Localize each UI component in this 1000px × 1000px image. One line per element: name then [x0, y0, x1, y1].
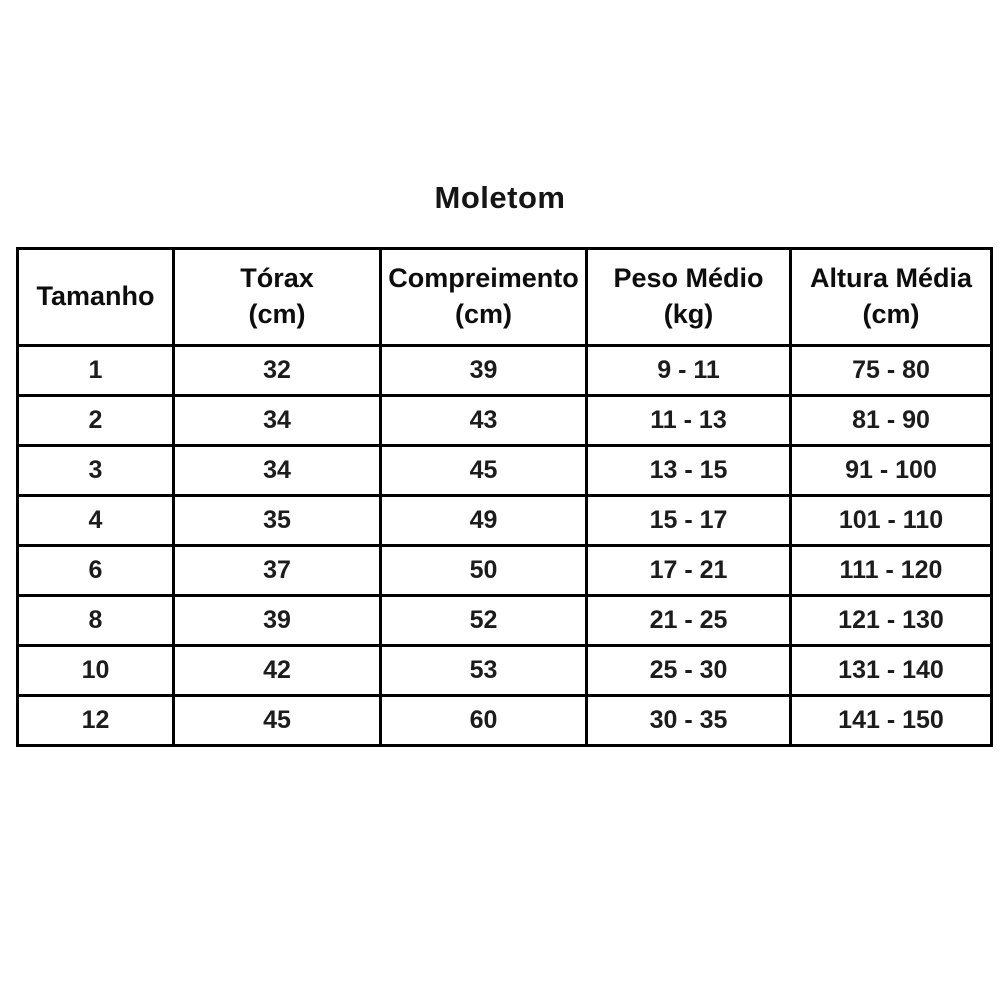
table-cell: 10: [16, 644, 175, 697]
column-header-label: Peso Médio: [613, 263, 764, 294]
table-cell: 4: [16, 494, 175, 547]
column-header-tamanho: Tamanho: [16, 247, 175, 347]
table-cell: 3: [16, 444, 175, 497]
column-header-unit: (cm): [454, 299, 512, 329]
table-cell: 42: [172, 644, 382, 697]
column-header-torax: Tórax (cm): [172, 247, 382, 347]
column-header-unit: (cm): [248, 299, 306, 329]
column-header-unit: (cm): [862, 299, 920, 329]
column-header-altura-media: Altura Média (cm): [789, 247, 993, 347]
table-cell: 35: [172, 494, 382, 547]
table-cell: 12: [16, 694, 175, 747]
table-cell: 45: [379, 444, 588, 497]
table-cell: 21 - 25: [585, 594, 792, 647]
column-header-peso-medio: Peso Médio (kg): [585, 247, 792, 347]
table-cell: 39: [172, 594, 382, 647]
table-cell: 17 - 21: [585, 544, 792, 597]
table-cell: 37: [172, 544, 382, 597]
table-cell: 75 - 80: [789, 344, 993, 397]
table-cell: 39: [379, 344, 588, 397]
table-cell: 53: [379, 644, 588, 697]
table-row: 1 32 39 9 - 11 75 - 80: [16, 344, 993, 397]
column-header-unit: (kg): [663, 299, 714, 329]
table-cell: 30 - 35: [585, 694, 792, 747]
header-row: Tamanho Tórax (cm) Compreimento (cm) Pes…: [16, 247, 993, 347]
table-cell: 9 - 11: [585, 344, 792, 397]
column-header-label: Tamanho: [36, 281, 155, 312]
table-row: 2 34 43 11 - 13 81 - 90: [16, 394, 993, 447]
table-cell: 60: [379, 694, 588, 747]
table-row: 3 34 45 13 - 15 91 - 100: [16, 444, 993, 497]
table-cell: 141 - 150: [789, 694, 993, 747]
table-cell: 101 - 110: [789, 494, 993, 547]
table-row: 10 42 53 25 - 30 131 - 140: [16, 644, 993, 697]
table-cell: 11 - 13: [585, 394, 792, 447]
table-cell: 25 - 30: [585, 644, 792, 697]
size-table: Tamanho Tórax (cm) Compreimento (cm) Pes…: [16, 247, 993, 747]
table-cell: 43: [379, 394, 588, 447]
column-header-compreimento: Compreimento (cm): [379, 247, 588, 347]
chart-title: Moletom: [434, 180, 566, 215]
table-cell: 131 - 140: [789, 644, 993, 697]
table-cell: 81 - 90: [789, 394, 993, 447]
table-row: 12 45 60 30 - 35 141 - 150: [16, 694, 993, 747]
table-cell: 8: [16, 594, 175, 647]
table-cell: 50: [379, 544, 588, 597]
table-cell: 6: [16, 544, 175, 597]
table-row: 6 37 50 17 - 21 111 - 120: [16, 544, 993, 597]
column-header-label: Altura Média: [809, 263, 973, 294]
table-cell: 121 - 130: [789, 594, 993, 647]
table-cell: 13 - 15: [585, 444, 792, 497]
table-cell: 91 - 100: [789, 444, 993, 497]
size-table-body: 1 32 39 9 - 11 75 - 80 2 34 43 11 - 13 81 - 90 3 34…: [16, 344, 993, 747]
table-cell: 49: [379, 494, 588, 547]
table-row: 8 39 52 21 - 25 121 - 130: [16, 594, 993, 647]
table-cell: 34: [172, 444, 382, 497]
table-cell: 2: [16, 394, 175, 447]
table-cell: 1: [16, 344, 175, 397]
table-cell: 34: [172, 394, 382, 447]
table-cell: 52: [379, 594, 588, 647]
table-cell: 111 - 120: [789, 544, 993, 597]
column-header-label: Compreimento: [388, 263, 579, 294]
table-row: 4 35 49 15 - 17 101 - 110: [16, 494, 993, 547]
size-table-header: Tamanho Tórax (cm) Compreimento (cm) Pes…: [16, 247, 993, 347]
table-cell: 32: [172, 344, 382, 397]
column-header-label: Tórax: [240, 263, 314, 294]
table-cell: 45: [172, 694, 382, 747]
table-cell: 15 - 17: [585, 494, 792, 547]
